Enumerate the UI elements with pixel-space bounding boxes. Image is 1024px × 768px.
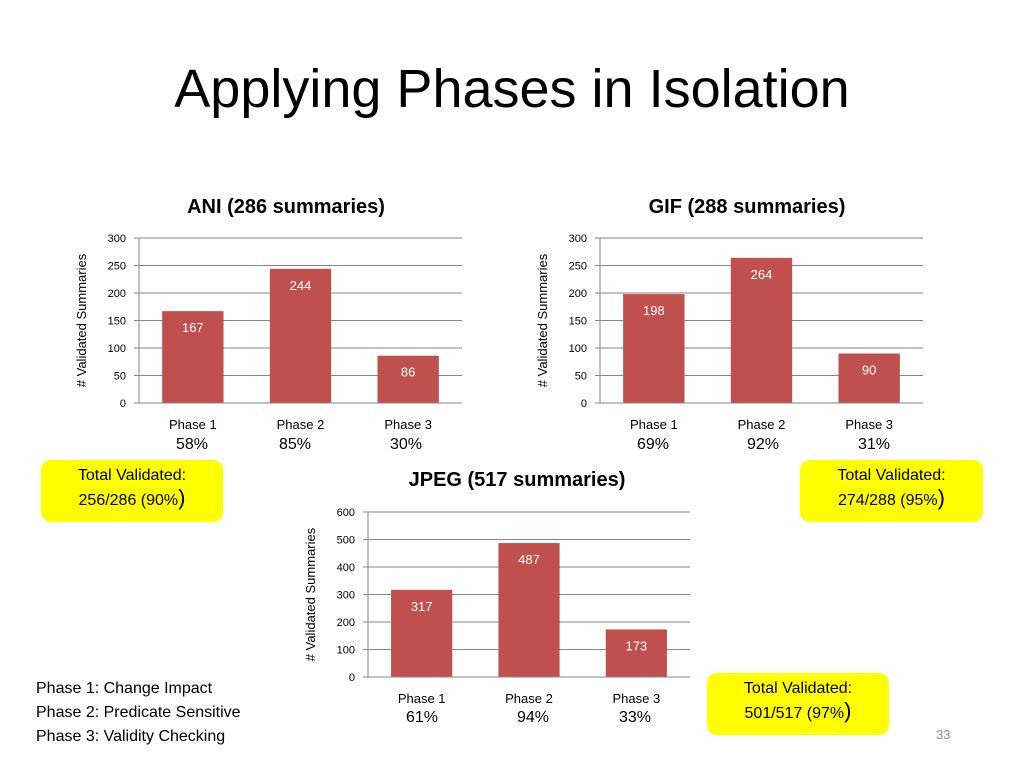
slide-title: Applying Phases in Isolation [174,59,850,119]
legend-item-phase1: Phase 1: Change Impact [36,680,213,697]
pct-ani-phase2: 85% [278,436,312,453]
pct-jpeg-phase1: 61% [405,709,439,726]
bar-value-label-1: 167 [182,320,204,335]
x-category-label-1: Phase 1 [630,417,678,432]
y-tick-label-300: 300 [108,233,126,245]
bar-value-label-2: 264 [751,267,773,282]
bar-2 [269,268,332,403]
x-category-label-3: Phase 3 [612,691,660,706]
y-tick-label-300: 300 [337,590,355,602]
y-tick-label-0: 0 [349,672,355,684]
bar-value-label-2: 244 [290,278,312,293]
y-tick-label-500: 500 [337,535,355,547]
x-category-label-3: Phase 3 [384,417,432,432]
chart-ani: 0 50 100 150 200 250 300 # Validated Summaries 1… [74,233,462,432]
x-category-label-3: Phase 3 [845,417,893,432]
y-tick-label-600: 600 [337,507,355,519]
y-tick-label-0: 0 [581,398,587,410]
total-validated-jpeg-line2: 501/517 (97%) [744,697,852,723]
pct-jpeg-phase2: 94% [516,709,550,726]
bar-3 [605,629,667,677]
x-category-label-2: Phase 2 [505,691,553,706]
legend-item-phase2: Phase 2: Predicate Sensitive [36,704,241,721]
y-tick-label-100: 100 [337,645,355,657]
slide-number: 33 [936,727,951,742]
chart-title-ani: ANI (286 summaries) [187,196,385,218]
y-tick-label-50: 50 [575,371,587,383]
total-validated-gif-line1: Total Validated: [837,467,946,484]
y-tick-label-200: 200 [569,288,587,300]
total-validated-ani-line1: Total Validated: [77,467,187,484]
chart-jpeg: 0 100 200 300 400 500 600 # Validated Summaries… [303,507,690,706]
y-tick-label-50: 50 [114,371,126,383]
y-tick-label-250: 250 [108,261,126,273]
bar-value-label-3: 173 [625,638,647,653]
phase-legend: Phase 1: Change Impact Phase 2: Predicat… [36,677,241,749]
x-category-label-2: Phase 2 [738,417,786,432]
bar-1 [623,294,685,403]
total-validated-jpeg-line1: Total Validated: [743,680,853,697]
total-validated-gif-line2: 274/288 (95%) [838,484,945,510]
chart-title-jpeg: JPEG (517 summaries) [408,469,626,491]
y-tick-label-400: 400 [337,562,355,574]
bar-2 [730,257,793,403]
bar-3 [838,353,900,403]
y-axis-label: # Validated Summaries [303,527,318,661]
pct-gif-phase3: 31% [857,436,891,453]
pct-jpeg-phase3: 33% [618,709,652,726]
y-tick-label-200: 200 [108,288,126,300]
y-tick-label-100: 100 [569,343,587,355]
y-tick-label-300: 300 [569,233,587,245]
x-category-label-2: Phase 2 [277,417,325,432]
chart-title-gif: GIF (288 summaries) [648,196,846,218]
total-validated-ani: Total Validated: 256/286 (90%) [41,460,223,522]
pct-gif-phase2: 92% [746,436,780,453]
bar-value-label-1: 317 [411,599,433,614]
pct-ani-phase1: 58% [175,436,209,453]
bar-value-label-1: 198 [643,303,665,318]
y-axis-label: # Validated Summaries [74,253,89,387]
bar-2 [498,543,560,677]
x-category-label-1: Phase 1 [169,417,217,432]
y-tick-label-100: 100 [108,343,126,355]
bar-value-label-3: 86 [401,365,415,380]
total-validated-jpeg: Total Validated: 501/517 (97%) [707,673,889,735]
bar-1 [162,311,224,403]
y-tick-label-200: 200 [337,617,355,629]
bar-1 [391,589,453,677]
bar-3 [377,355,439,403]
legend-item-phase3: Phase 3: Validity Checking [36,728,226,745]
pct-ani-phase3: 30% [389,436,423,453]
bar-value-label-3: 90 [862,363,876,378]
y-axis-label: # Validated Summaries [535,253,550,387]
pct-gif-phase1: 69% [636,436,670,453]
x-category-label-1: Phase 1 [398,691,446,706]
y-tick-label-150: 150 [569,316,587,328]
y-tick-label-0: 0 [120,398,126,410]
y-tick-label-250: 250 [569,261,587,273]
chart-gif: 0 50 100 150 200 250 300 # Validated Summaries 1… [535,233,923,432]
total-validated-gif: Total Validated: 274/288 (95%) [800,460,983,522]
bar-value-label-2: 487 [518,552,540,567]
total-validated-ani-line2: 256/286 (90%) [78,484,186,510]
y-tick-label-150: 150 [108,316,126,328]
